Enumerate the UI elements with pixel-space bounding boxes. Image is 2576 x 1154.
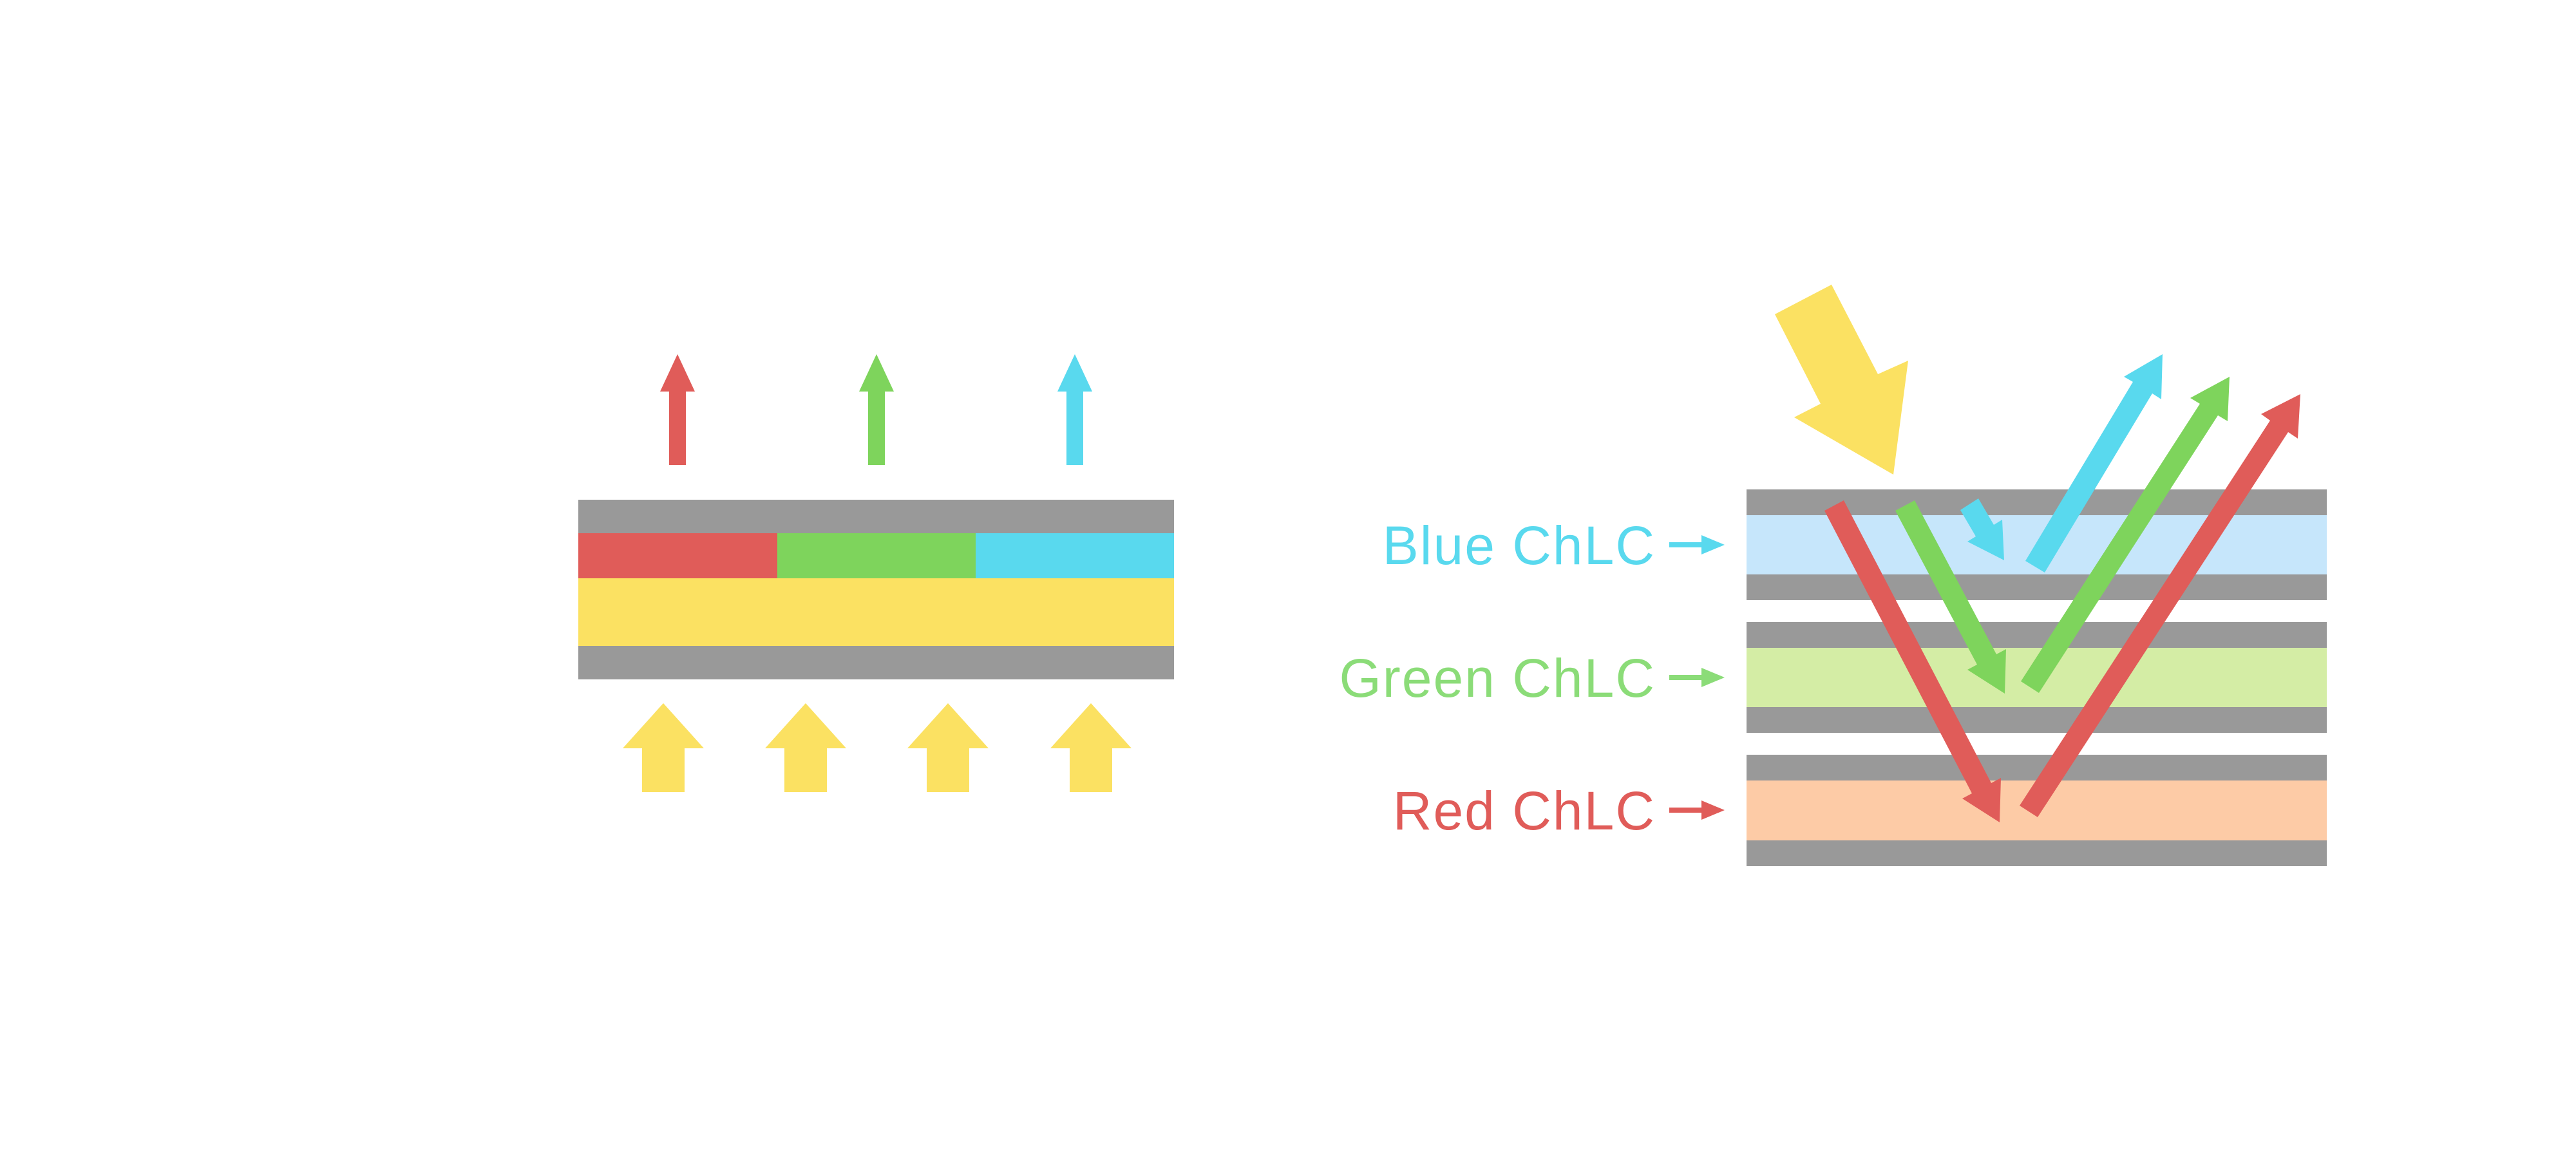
green-cell-top-substrate	[1747, 622, 2327, 648]
green-chlc-label: Green ChLC	[1339, 648, 1656, 708]
red-chlc-label: Red ChLC	[1393, 780, 1656, 841]
red-reflected-ray-arrow	[2020, 394, 2300, 817]
green-output-arrow	[859, 354, 894, 465]
red-cell-top-substrate	[1747, 755, 2327, 780]
red-incoming-ray-arrow	[1824, 500, 2001, 822]
left-stack-bottom-substrate	[578, 646, 1174, 679]
left-stack-red-subpixel	[578, 533, 777, 578]
blue-chlc-pointer-arrow	[1669, 535, 1725, 554]
left-stack-top-substrate	[578, 500, 1174, 533]
left-diagram	[578, 354, 1174, 792]
left-stack-green-subpixel	[777, 533, 976, 578]
backlight-arrow-3	[907, 703, 989, 792]
green-cell-bottom-substrate	[1747, 707, 2327, 733]
red-cell-bottom-substrate	[1747, 840, 2327, 866]
blue-reflected-ray-arrow	[2025, 354, 2163, 572]
blue-incoming-ray-arrow	[1960, 498, 2004, 560]
backlight-arrow-1	[623, 703, 704, 792]
blue-cell-bottom-substrate	[1747, 574, 2327, 600]
green-incoming-ray-arrow	[1895, 500, 2006, 694]
red-output-arrow	[660, 354, 695, 465]
blue-chlc-label: Blue ChLC	[1383, 515, 1656, 576]
green-chlc-pointer-arrow	[1669, 668, 1725, 687]
blue-output-arrow	[1057, 354, 1092, 465]
backlight-arrow-2	[765, 703, 846, 792]
backlight-arrow-4	[1050, 703, 1132, 792]
red-chlc-pointer-arrow	[1669, 800, 1725, 820]
left-stack-blue-subpixel	[976, 533, 1174, 578]
right-diagram: Blue ChLC Green ChLC Red ChLC	[1339, 285, 2327, 866]
green-reflected-ray-arrow	[2021, 377, 2230, 693]
incident-light-arrow	[1775, 285, 1908, 475]
left-stack-backlight-layer	[578, 578, 1174, 646]
